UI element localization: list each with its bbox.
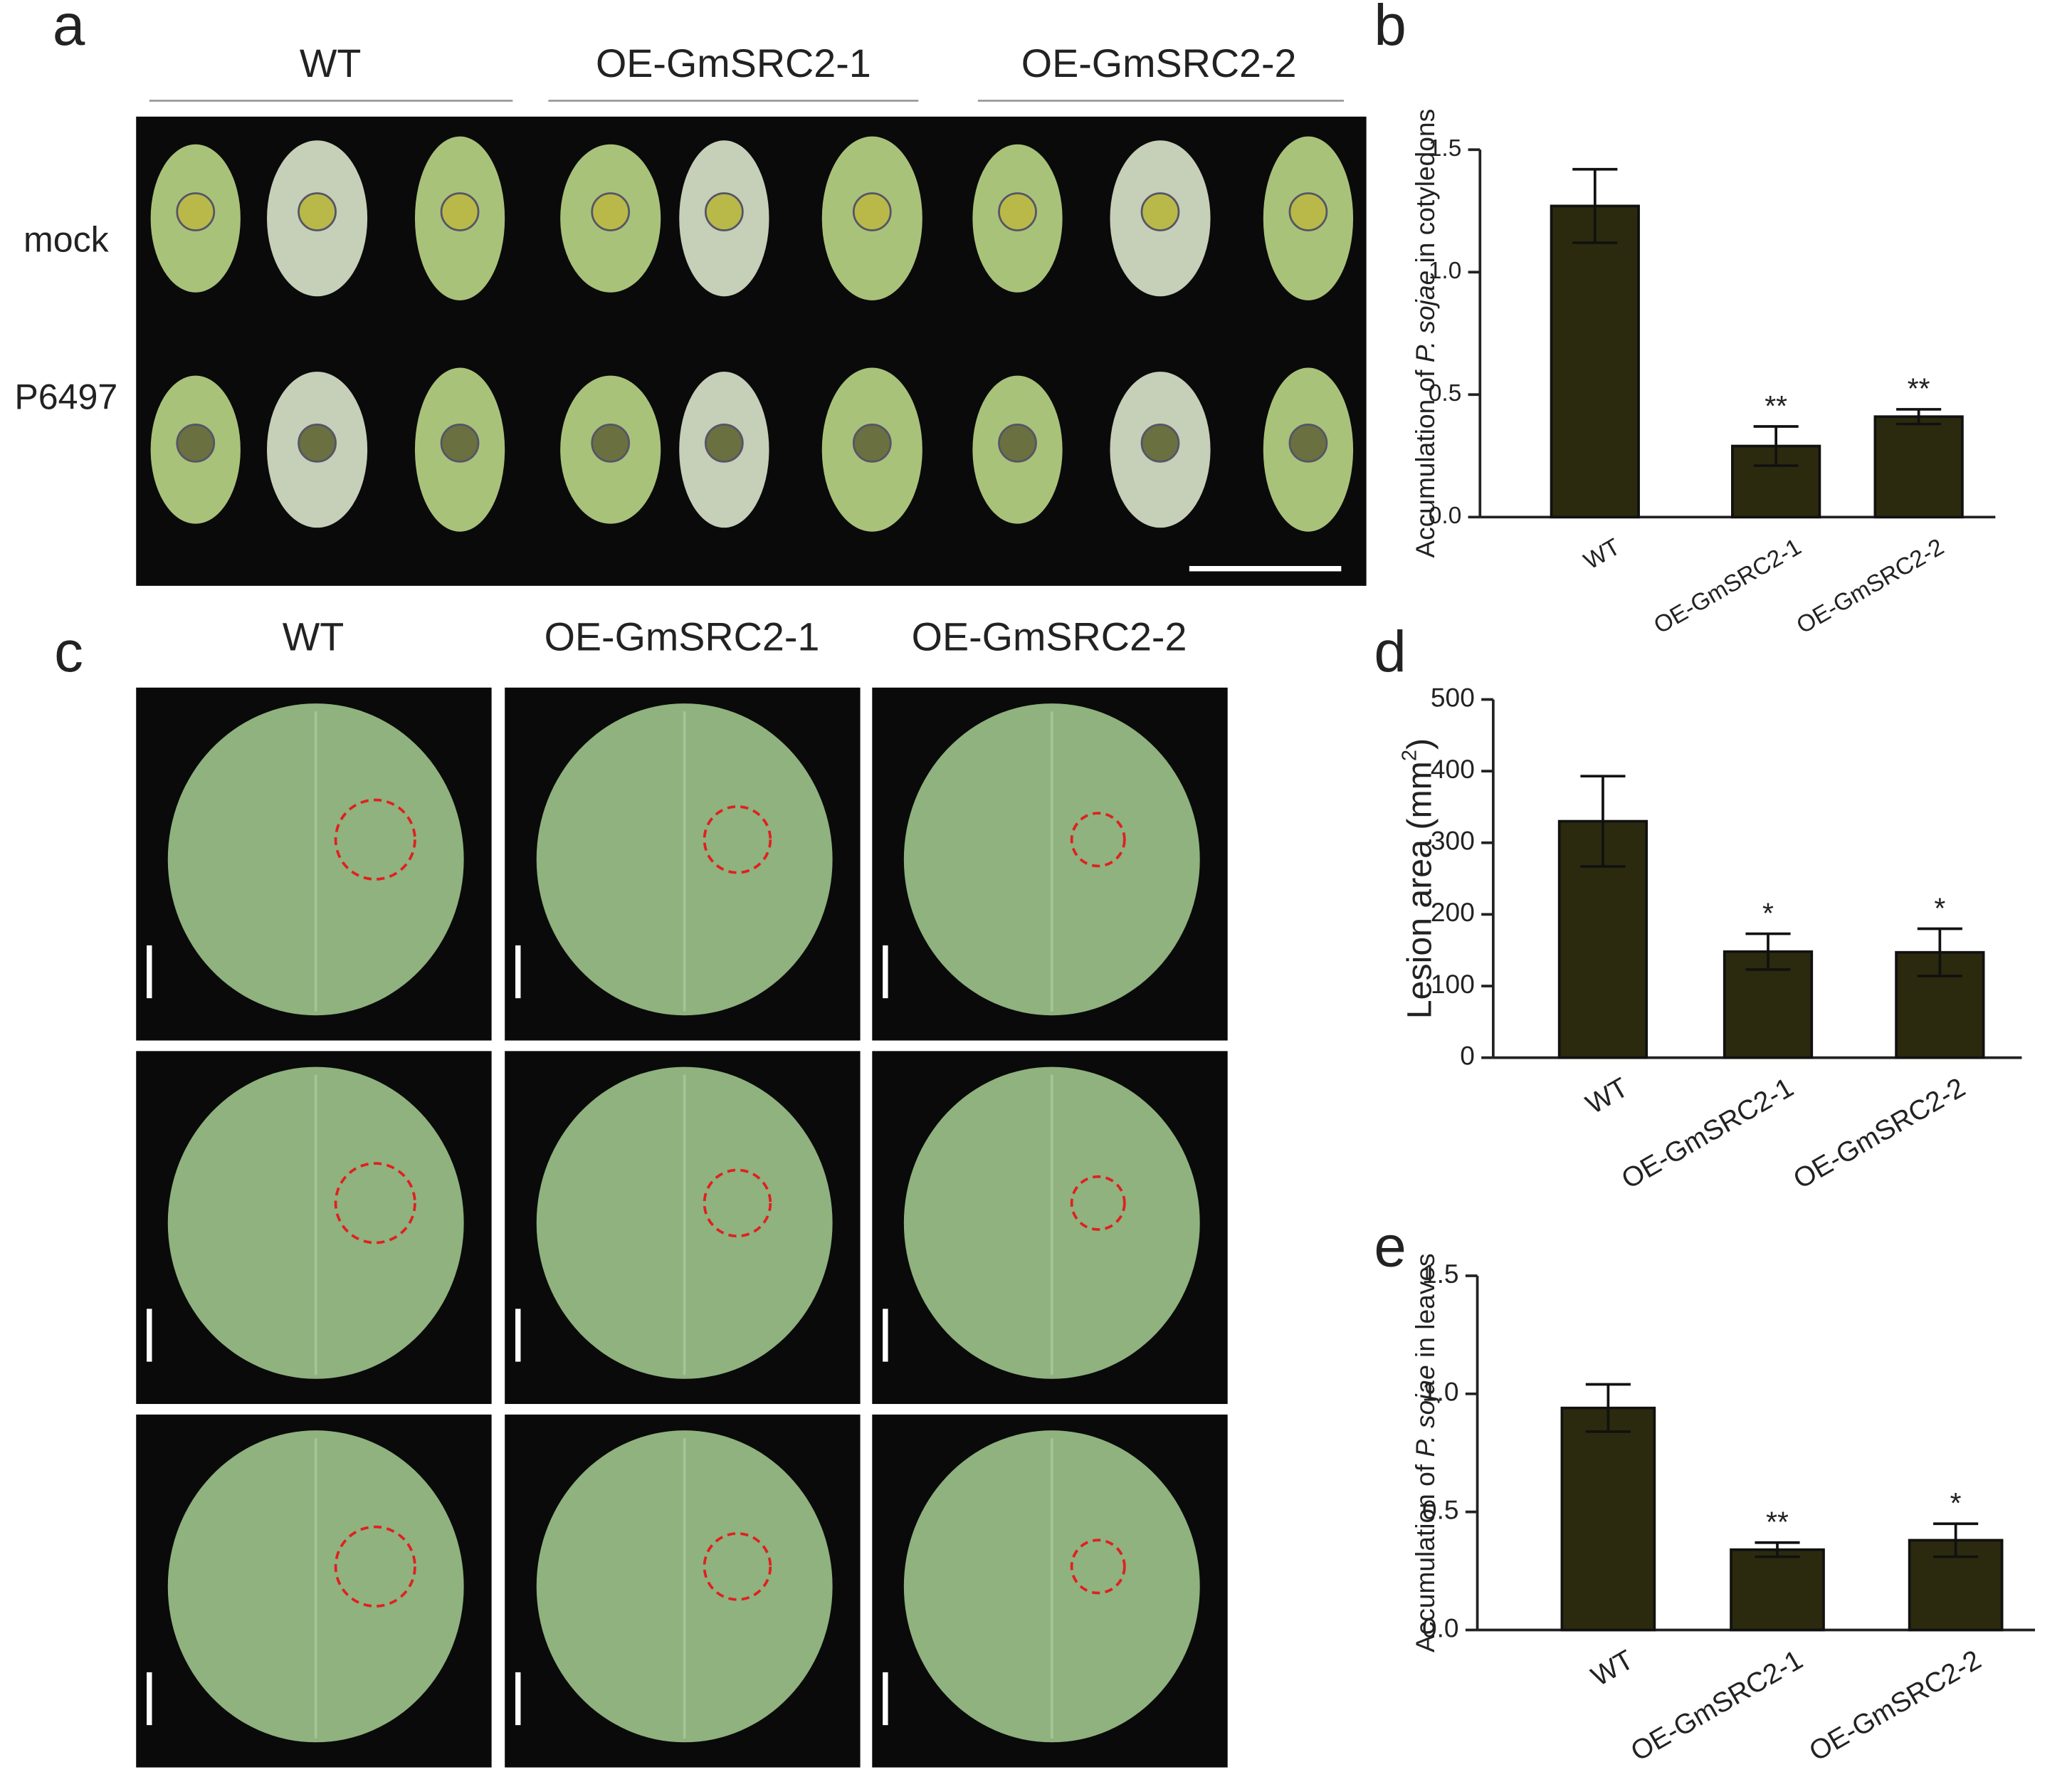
bar (1560, 1406, 1656, 1632)
y-tick-label: 0 (1460, 1040, 1475, 1070)
row-label: mock (23, 219, 110, 259)
y-axis-label: Lesion area (mm2) (1398, 738, 1439, 1019)
column-label: OE-GmSRC2-2 (1021, 41, 1297, 85)
inoculation-site (1140, 423, 1180, 463)
inoculation-site (852, 192, 892, 231)
significance-label: ** (1765, 389, 1787, 422)
bar (1730, 1548, 1825, 1632)
panel-label: e (1374, 1214, 1406, 1279)
y-axis-label-part: in leaves (1410, 1253, 1440, 1365)
lesion-circle (1070, 1539, 1126, 1595)
lesion-circle (703, 1532, 772, 1601)
y-axis-label-part: Accumulation of (1410, 1457, 1440, 1652)
column-label: WT (300, 41, 362, 85)
x-tick-label: OE-GmSRC2-1 (1616, 1072, 1799, 1195)
inoculation-site (852, 423, 892, 463)
inoculation-site (176, 423, 216, 463)
y-tick-label: 0.5 (1422, 1494, 1459, 1524)
inoculation-site (440, 423, 480, 463)
lesion-circle (703, 805, 772, 874)
y-tick-label: 1.5 (1429, 135, 1461, 162)
y-axis-label-part: ) (1400, 738, 1439, 750)
y-tick-label: 1.0 (1429, 258, 1461, 284)
column-label: OE-GmSRC2-1 (545, 615, 820, 659)
inoculation-site (998, 423, 1037, 463)
x-tick-label: OE-GmSRC2-2 (1789, 1072, 1971, 1195)
y-axis-label-part: Lesion area (mm (1400, 761, 1439, 1019)
inoculation-site (1140, 192, 1180, 231)
inoculation-site (591, 423, 631, 463)
y-tick-label: 0.0 (1422, 1613, 1459, 1642)
y-tick-label: 400 (1431, 754, 1475, 784)
row-label: P6497 (14, 377, 117, 416)
lesion-circle (1070, 1175, 1126, 1231)
x-tick-label: WT (1579, 534, 1624, 575)
inoculation-site (176, 192, 216, 231)
y-axis-label: Accumulation of P. sojae in leaves (1410, 1253, 1440, 1652)
inoculation-site (704, 423, 744, 463)
lesion-circle (703, 1168, 772, 1238)
y-axis-label-part: Accumulation of (1410, 362, 1440, 557)
x-tick-label: OE-GmSRC2-1 (1650, 534, 1806, 639)
x-tick-label: WT (1581, 1072, 1634, 1121)
x-tick-label: WT (1586, 1645, 1639, 1693)
y-axis-label-part: in cotyledons (1410, 109, 1440, 271)
significance-label: * (1762, 896, 1774, 929)
panel-label: d (1374, 619, 1406, 684)
x-tick-label: OE-GmSRC2-1 (1626, 1645, 1808, 1768)
lesion-circle (334, 798, 416, 881)
x-tick-label: OE-GmSRC2-2 (1804, 1645, 1987, 1768)
panel-label: a (53, 0, 85, 58)
column-label: OE-GmSRC2-2 (912, 615, 1187, 659)
lesion-circle (334, 1525, 416, 1608)
x-tick-label: OE-GmSRC2-2 (1792, 534, 1948, 639)
panel-label: c (54, 619, 83, 684)
column-label: OE-GmSRC2-1 (596, 41, 871, 85)
y-tick-label: 200 (1431, 897, 1475, 927)
significance-label: * (1950, 1487, 1962, 1519)
inoculation-site (1288, 192, 1328, 231)
y-tick-label: 1.5 (1422, 1259, 1459, 1289)
y-tick-label: 100 (1431, 969, 1475, 999)
inoculation-site (298, 192, 337, 231)
significance-label: ** (1908, 372, 1930, 405)
significance-label: ** (1766, 1506, 1789, 1539)
inoculation-site (591, 192, 631, 231)
y-axis-label-part: P. sojae (1410, 271, 1440, 362)
y-tick-label: 0.0 (1429, 503, 1461, 529)
panel-label: b (1374, 0, 1406, 58)
inoculation-site (704, 192, 744, 231)
y-axis-label-part: P. sojae (1410, 1365, 1440, 1457)
inoculation-site (998, 192, 1037, 231)
lesion-circle (334, 1162, 416, 1244)
lesion-circle (1070, 812, 1126, 868)
inoculation-site (440, 192, 480, 231)
inoculation-site (298, 423, 337, 463)
y-tick-label: 0.5 (1429, 380, 1461, 407)
bar (1731, 444, 1821, 519)
bar (1873, 415, 1964, 519)
y-axis-label: Accumulation of P. sojae in cotyledons (1410, 109, 1440, 558)
column-label: WT (283, 615, 345, 659)
inoculation-site (1288, 423, 1328, 463)
significance-label: * (1934, 891, 1945, 924)
y-tick-label: 500 (1431, 682, 1475, 712)
bar (1550, 204, 1640, 519)
y-tick-label: 300 (1431, 826, 1475, 856)
y-axis-label-part: 2 (1398, 750, 1421, 761)
y-tick-label: 1.0 (1422, 1377, 1459, 1407)
